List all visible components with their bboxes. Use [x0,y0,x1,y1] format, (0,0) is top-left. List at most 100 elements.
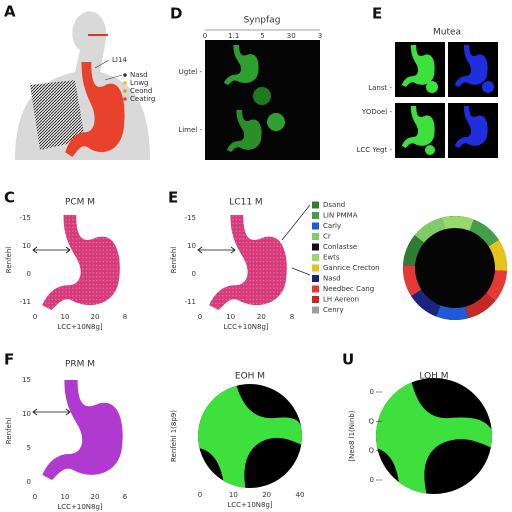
pointer [281,204,311,276]
y-tick-label: 10 [22,242,31,250]
panel-c: C [4,189,120,310]
panel-f: F [4,351,123,480]
x-tick-label: 0 [198,313,202,321]
panel-letter: U [342,351,354,369]
panel-title: LOH M [419,372,448,382]
arrow [32,246,71,254]
panel-title: Mutea [433,28,461,38]
x-tick-label: 8 [290,313,294,321]
legend-swatch [312,275,319,282]
liver [30,80,85,150]
stomach [42,380,123,480]
label: Ceond [130,87,152,95]
legend-label: Cr [323,233,331,241]
panel-title: PCM M [65,198,95,208]
x-tick-label: 10 [226,313,235,321]
panel-title: Synpfag [244,16,281,26]
panel-letter: A [4,3,16,21]
pointer [104,74,123,81]
x-tick-label: 20 [91,313,100,321]
panel-u: U [342,351,492,494]
x-tick-label: 6 [123,493,128,501]
row-label: Lanst - [368,84,392,92]
legend-swatch [312,306,319,314]
y-axis-label: [Neo8 l1(Ninb) [348,410,356,461]
y-axis-label: Renfehl [5,418,13,445]
legend-swatch [312,264,319,272]
y-tick-label: -11 [20,298,31,306]
y-tick-label: -11 [185,298,196,306]
legend-swatch [312,222,319,230]
ring-hole [415,228,495,308]
label: Nasd [130,71,148,79]
panel-letter: C [4,189,15,207]
blob [253,87,271,105]
x-tick-label: 20 [91,493,100,501]
row-label: LCC Yegt - [357,146,393,154]
row-label: Limel - [178,126,202,134]
panel-title: LC11 M [229,198,262,208]
x-tick-label: 20 [257,313,266,321]
x-axis-label: LCC+10N8g] [223,323,269,331]
panel-d: D Synpfag 0 1.1 5 30 3 Ugtel - Limel - [170,5,322,160]
blob [482,81,494,93]
y-tick-label: 0 [192,270,196,278]
row-label: YODoel - [361,108,393,116]
x-axis-label: LCC+10N8g] [227,501,273,509]
x-tick-label: 0 [198,491,202,499]
y-tick-label: 10 [22,410,31,418]
y-axis-label: Renfehl [170,247,178,274]
row-label: Ugtel - [179,68,203,76]
x-tick-label: 10 [229,491,238,499]
arrow [32,408,71,416]
legend-label: Nasd [323,275,341,283]
legend-label: Conlastse [323,243,357,251]
label: Ceatirg [130,95,155,103]
arrow [197,246,236,254]
x-tick-label: 20 [262,491,271,499]
panel-e1: E Mutea Lanst - YODoel - LCC Yegt - [357,5,498,158]
y-tick-label: 0 [27,478,31,486]
legend-swatch [312,243,319,251]
panel-title: PRM M [65,360,95,370]
stomach [42,215,120,310]
x-tick-label: 10 [61,313,70,321]
legend-label: Ganrice Crecton [323,264,380,272]
x-tick-label: 3 [318,32,322,40]
y-tick-label: 10 [187,242,196,250]
y-tick-label: 0 [370,388,374,396]
legend-swatch [312,254,319,261]
pointer [94,59,110,69]
stomach-zoom [376,378,492,494]
label-dot [123,73,127,77]
x-axis-label: LCC+10N8g] [57,323,103,331]
panel-g [198,384,302,488]
y-tick-label: 5 [27,444,31,452]
blob [267,113,285,131]
blob [425,145,435,155]
label: Lnwg [130,79,149,87]
legend-swatch [312,212,319,219]
x-tick-label: 5 [260,32,264,40]
y-tick-label: -15 [20,214,31,222]
legend-label: LH Aereon [323,296,359,304]
y-axis-label: Renfehl [5,247,13,274]
x-tick-label: 0 [33,493,37,501]
legend-swatch [312,296,319,303]
y-tick-label: Q [368,447,374,455]
panel-letter: F [4,351,14,369]
legend-label: Needbec Cang [323,285,374,293]
stomach [209,215,287,310]
y-tick-label: 15 [22,376,31,384]
panel-letter: E [372,5,382,23]
y-tick-label: Q [368,417,374,425]
x-tick-label: 40 [296,491,305,499]
label-dot [123,81,127,85]
label-dot [123,97,127,101]
y-tick-label: 0 [370,476,374,484]
panel-e2: E Dsand LIN PMMA Carly Cr Conlastse Ewts Ganri… [168,189,508,321]
legend-swatch [312,285,319,293]
panel-letter: D [170,5,182,23]
legend-swatch [312,201,319,209]
